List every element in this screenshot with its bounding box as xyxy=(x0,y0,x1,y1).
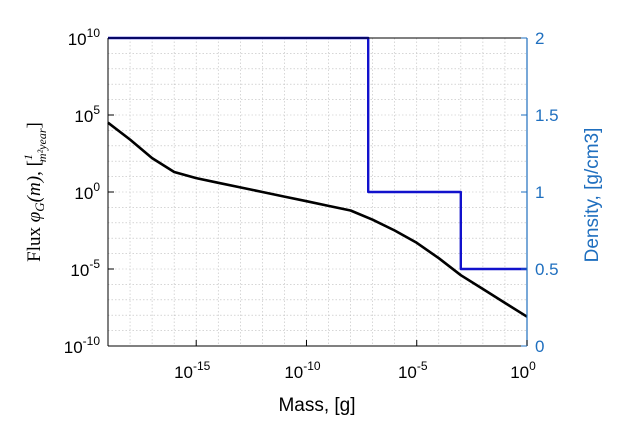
y-right-axis-title: Density, [g/cm3] xyxy=(582,128,603,263)
x-tick-label: 10-15 xyxy=(174,359,211,382)
y-left-axis-title: Flux φG(m), [1m²year] xyxy=(21,122,49,262)
axes xyxy=(107,37,528,347)
grid xyxy=(107,37,528,347)
y-right-tick-label: 0.5 xyxy=(535,260,559,279)
y-left-tick-label: 10-10 xyxy=(64,334,101,357)
x-tick-label: 10-10 xyxy=(284,359,321,382)
svg-text:Flux φG(m), [1m²year]: Flux φG(m), [1m²year] xyxy=(21,122,49,262)
y-right-tick-label: 1 xyxy=(535,183,544,202)
x-tick-label: 10-5 xyxy=(398,359,428,382)
tick-labels: 10-15 10-10 10-5 100 10-10 10-5 100 105 1010 0 0.5… xyxy=(64,26,559,382)
x-axis-title: Mass, [g] xyxy=(278,395,355,416)
density-series-line xyxy=(108,36,527,271)
y-left-tick-label: 105 xyxy=(74,103,100,126)
flux-series-line xyxy=(107,121,528,318)
series xyxy=(107,36,528,318)
y-right-tick-label: 1.5 xyxy=(535,106,559,125)
y-left-tick-label: 100 xyxy=(74,180,100,203)
y-left-tick-label: 10-5 xyxy=(70,257,100,280)
y-right-tick-label: 0 xyxy=(535,337,544,356)
y-right-tick-label: 2 xyxy=(535,29,544,48)
y-left-tick-label: 1010 xyxy=(68,26,101,49)
x-tick-label: 100 xyxy=(510,359,536,382)
